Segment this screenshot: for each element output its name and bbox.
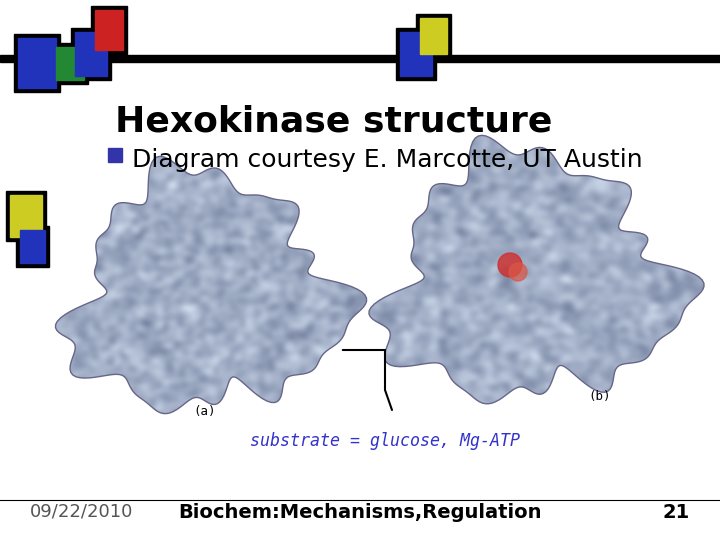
Bar (56, 47, 84, 80)
Circle shape (509, 263, 527, 281)
Circle shape (498, 253, 522, 277)
Text: Biochem:Mechanisms,Regulation: Biochem:Mechanisms,Regulation (179, 503, 541, 522)
Bar (20, 230, 45, 263)
Bar (6, 191, 46, 241)
Text: 09/22/2010: 09/22/2010 (30, 503, 133, 521)
Bar (14, 34, 60, 92)
Bar (18, 38, 56, 88)
Bar (416, 14, 451, 58)
Text: Hexokinase structure: Hexokinase structure (115, 105, 552, 139)
Bar (95, 10, 123, 50)
Text: (b): (b) (589, 390, 611, 403)
Text: (a): (a) (194, 405, 216, 418)
Bar (0, 55, 720, 62)
Bar (91, 6, 127, 54)
Bar (420, 18, 447, 54)
Text: substrate = glucose, Mg-ATP: substrate = glucose, Mg-ATP (250, 432, 520, 450)
Bar (396, 28, 436, 80)
Bar (52, 43, 88, 84)
Text: Diagram courtesy E. Marcotte, UT Austin: Diagram courtesy E. Marcotte, UT Austin (132, 148, 643, 172)
Bar (10, 195, 42, 237)
Text: 21: 21 (662, 503, 690, 522)
Bar (16, 226, 49, 267)
Bar (108, 148, 122, 162)
Bar (400, 32, 432, 76)
Bar (75, 32, 107, 76)
Bar (71, 28, 111, 80)
